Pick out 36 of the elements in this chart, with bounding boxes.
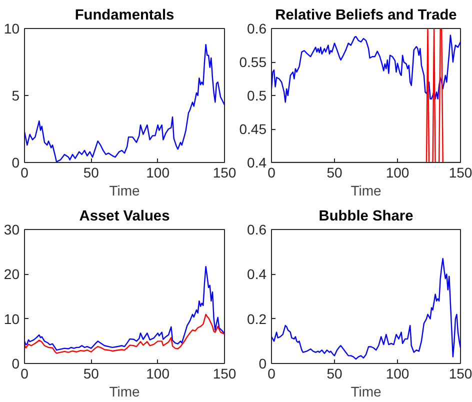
y-tick-label: 0 xyxy=(258,356,267,372)
x-axis-title: Time xyxy=(350,384,382,400)
x-tick-label: 150 xyxy=(448,164,472,180)
y-tick-label: 0.6 xyxy=(247,20,267,36)
x-tick-label: 50 xyxy=(326,164,342,180)
y-tick-label: 0 xyxy=(12,356,20,372)
y-tick-label: 0.4 xyxy=(247,154,267,170)
y-tick-label: 0.45 xyxy=(239,121,267,137)
chart-title: Asset Values xyxy=(79,208,170,224)
x-tick-label: 50 xyxy=(83,366,100,382)
y-tick-label: 20 xyxy=(4,266,20,282)
y-tick-label: 0.2 xyxy=(247,310,267,327)
x-axis-title: Time xyxy=(109,384,140,400)
y-tick-label: 0.55 xyxy=(239,54,267,70)
y-tick-label: 0.5 xyxy=(247,88,267,104)
x-tick-label: 100 xyxy=(386,164,410,180)
chart-title: Relative Beliefs and Trade xyxy=(275,8,457,24)
chart-title: Bubble Share xyxy=(318,208,414,224)
x-tick-label: 100 xyxy=(386,366,410,382)
x-axis-title: Time xyxy=(109,182,140,198)
y-tick-label: 0.4 xyxy=(247,266,267,282)
y-tick-label: 0.6 xyxy=(247,222,267,238)
x-tick-label: 100 xyxy=(146,366,170,382)
y-tick-label: 10 xyxy=(4,20,20,36)
y-tick-label: 30 xyxy=(4,222,20,238)
x-tick-label: 50 xyxy=(83,164,100,180)
y-tick-label: 10 xyxy=(4,310,20,327)
y-tick-label: 0 xyxy=(12,154,20,170)
y-tick-label: 5 xyxy=(12,88,20,104)
x-tick-label: 150 xyxy=(448,366,472,382)
x-tick-label: 150 xyxy=(212,164,236,180)
x-tick-label: 50 xyxy=(326,366,342,382)
x-axis-title: Time xyxy=(350,182,382,198)
x-tick-label: 100 xyxy=(146,164,170,180)
chart-title: Fundamentals xyxy=(74,8,174,24)
x-tick-label: 150 xyxy=(212,366,236,382)
